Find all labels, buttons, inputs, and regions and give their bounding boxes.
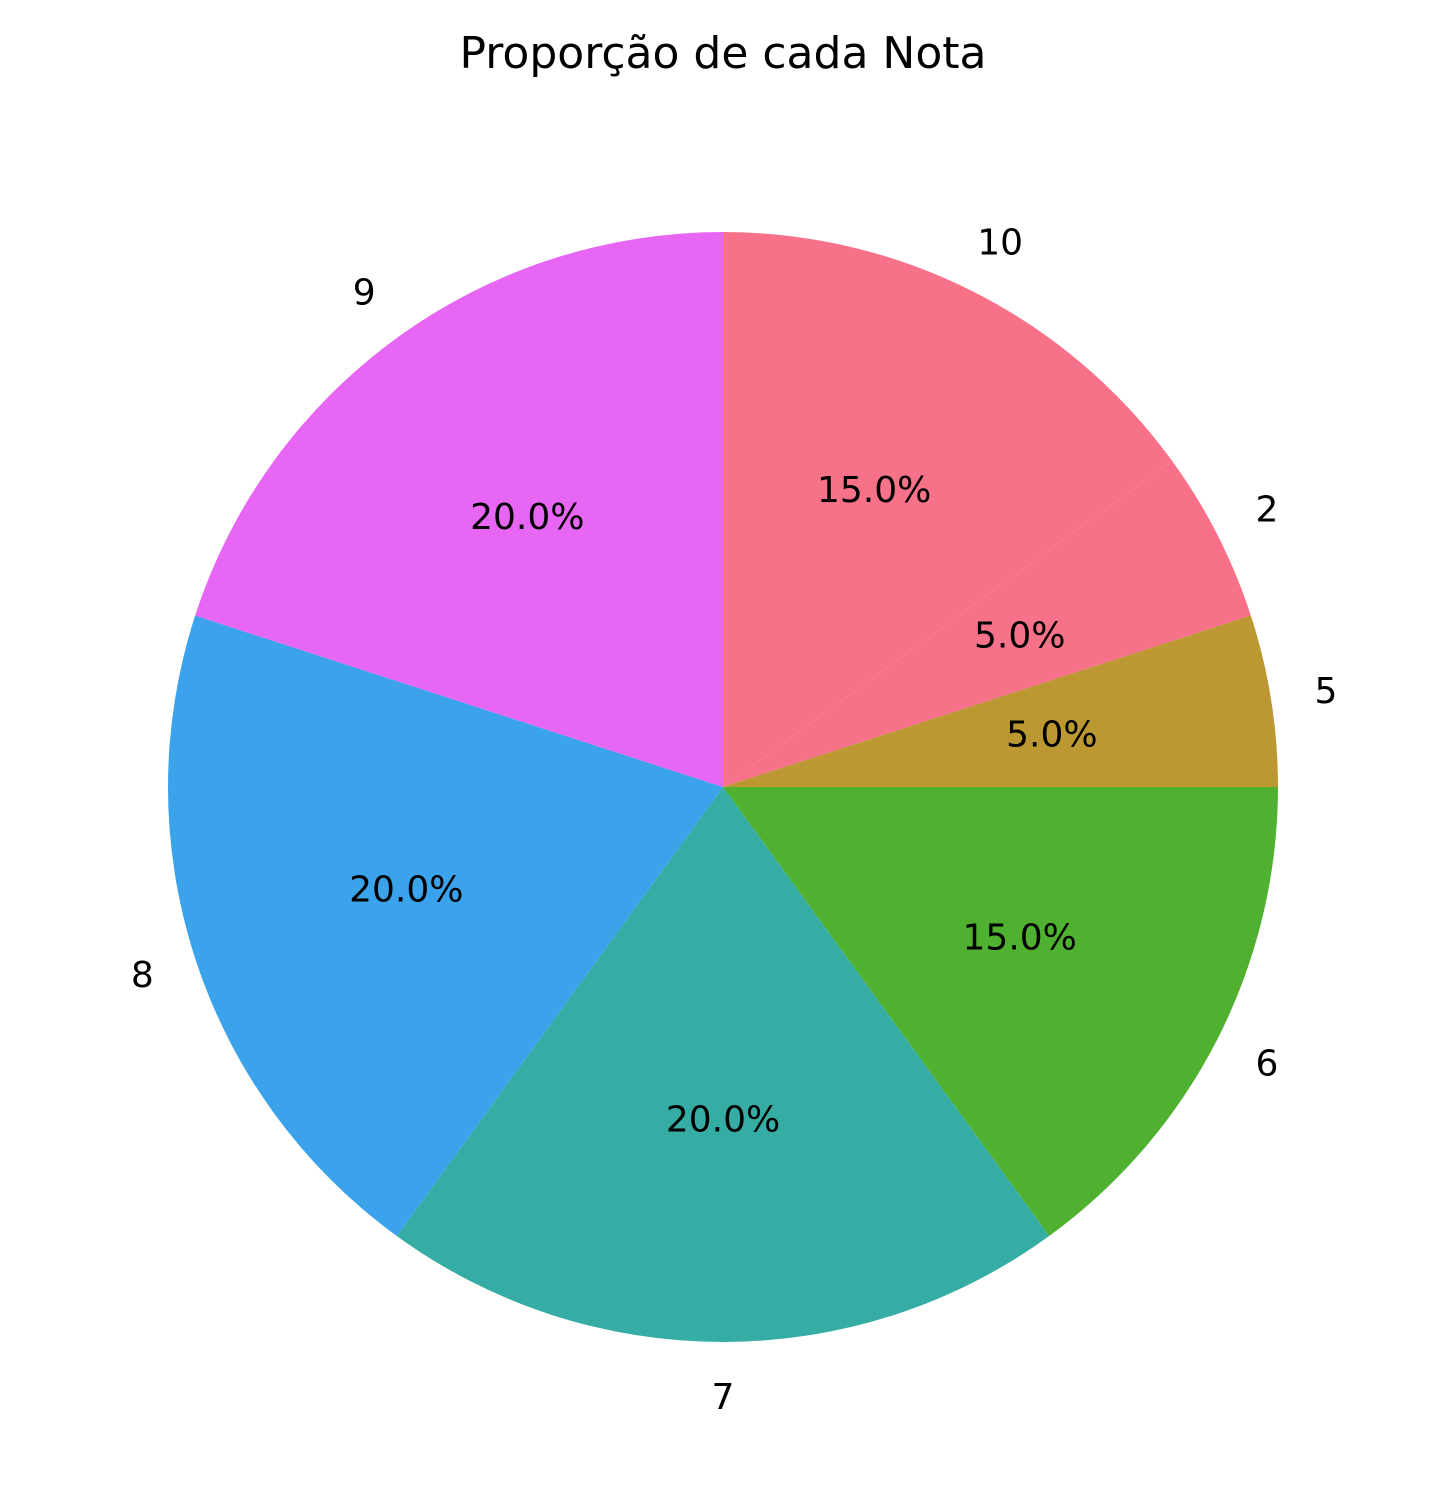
pct-label-5: 5.0% bbox=[1006, 714, 1097, 755]
slice-labels: 10 2 5 6 7 8 9 bbox=[131, 223, 1338, 1418]
pct-label-9: 20.0% bbox=[470, 497, 584, 538]
pie-slice-8 bbox=[167, 615, 723, 1237]
slice-label-9: 9 bbox=[353, 273, 376, 314]
pie-slice-7 bbox=[396, 787, 1050, 1342]
slice-label-8: 8 bbox=[131, 955, 154, 996]
pie-slices bbox=[167, 232, 1278, 1342]
slice-label-7: 7 bbox=[712, 1377, 735, 1418]
slice-label-5: 5 bbox=[1315, 671, 1338, 712]
slice-label-10: 10 bbox=[977, 223, 1023, 264]
pct-label-6: 15.0% bbox=[963, 918, 1077, 959]
pct-label-10: 15.0% bbox=[817, 470, 931, 511]
slice-label-6: 6 bbox=[1256, 1044, 1279, 1085]
slice-label-2: 2 bbox=[1256, 489, 1279, 530]
pct-label-2: 5.0% bbox=[974, 615, 1065, 656]
pie-slice-5 bbox=[723, 615, 1278, 787]
pct-label-7: 20.0% bbox=[666, 1100, 780, 1141]
pie-slice-10 bbox=[723, 232, 1173, 787]
chart-title: Proporção de cada Nota bbox=[460, 28, 987, 79]
pct-label-8: 20.0% bbox=[349, 869, 463, 910]
pie-slice-6 bbox=[723, 787, 1278, 1237]
pie-slice-2 bbox=[723, 460, 1251, 787]
percentage-labels: 15.0% 5.0% 5.0% 15.0% 20.0% 20.0% 20.0% bbox=[349, 470, 1098, 1141]
pie-slice-9 bbox=[195, 232, 723, 787]
